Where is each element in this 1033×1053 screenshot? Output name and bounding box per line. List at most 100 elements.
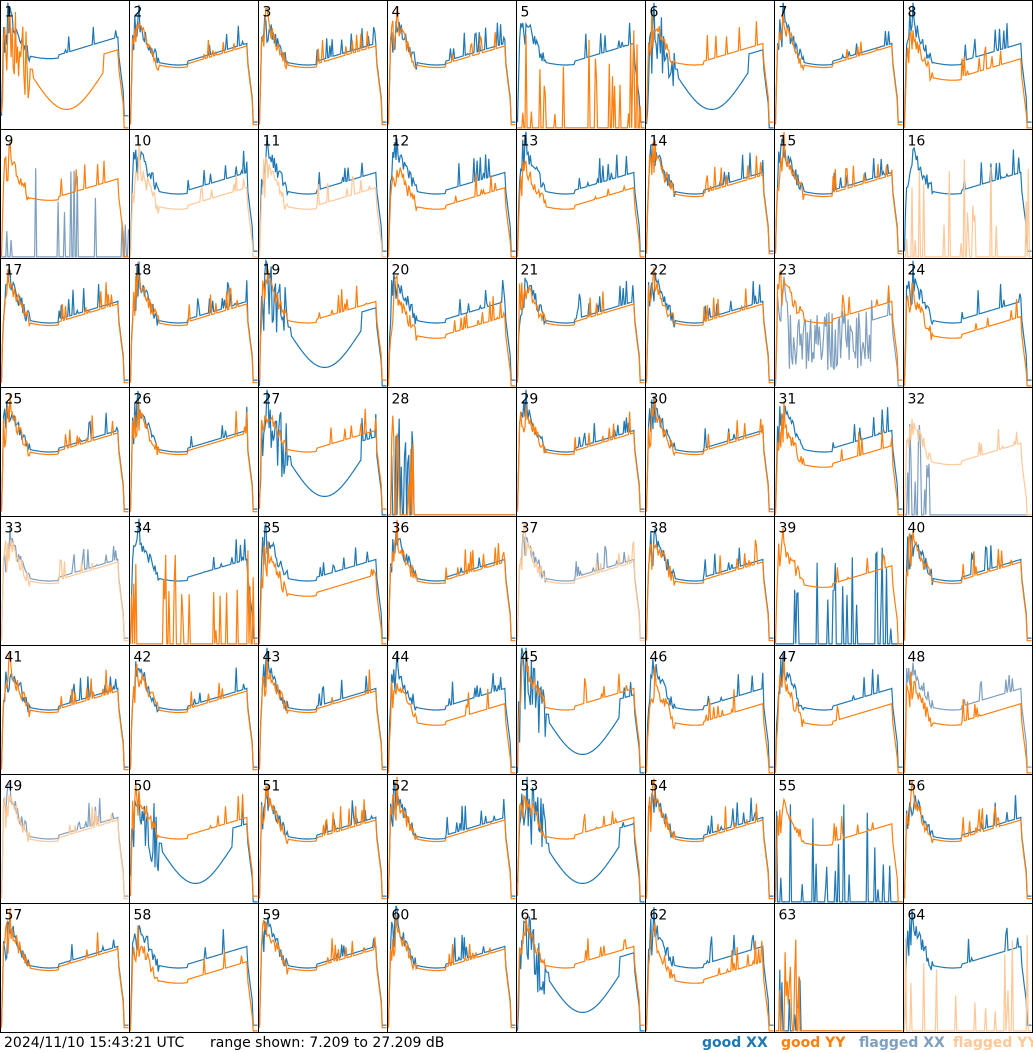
series-xx-57 [0,920,129,1026]
panel-7: 7 [774,0,904,130]
panel-17: 17 [0,258,130,388]
panel-label: 29 [521,392,539,408]
panel-33: 33 [0,516,130,646]
series-xx-16 [903,146,1032,252]
series-xx-31 [774,406,903,510]
series-yy-63 [775,939,903,1032]
panel-frame [645,258,775,388]
panel-frame [774,129,904,259]
panel-label: 2 [134,5,143,21]
series-yy-40 [903,530,1032,642]
panel-frame [774,0,904,130]
panel-frame [387,774,517,904]
panel-label: 56 [908,779,926,795]
panel-label: 27 [263,392,281,408]
series-yy-50 [129,784,258,897]
series-yy-1 [0,11,129,129]
panel-label: 30 [650,392,668,408]
series-yy-44 [387,680,516,774]
series-yy-20 [387,274,516,387]
series-yy-58 [129,925,258,1032]
series-xx-22 [645,272,774,381]
series-yy-15 [774,131,903,255]
panel-36: 36 [387,516,517,646]
panel-label: 24 [908,263,926,279]
series-xx-8 [903,2,1032,123]
series-yy-28 [388,415,516,516]
series-yy-24 [903,282,1032,387]
panel-23: 23 [774,258,904,388]
series-xx-38 [645,528,774,639]
panel-label: 53 [521,779,539,795]
series-yy-64 [903,935,1032,1032]
panel-frame [516,774,646,904]
panel-label: 52 [392,779,410,795]
panel-label: 46 [650,650,668,666]
panel-frame [903,516,1033,646]
panel-label: 5 [521,5,530,21]
panel-frame [387,129,517,259]
series-xx-26 [129,390,258,510]
series-yy-47 [774,657,903,774]
panel-frame [516,387,646,517]
panel-frame [129,0,259,130]
panel-frame [129,129,259,259]
panel-43: 43 [258,645,388,775]
panel-1: 1 [0,0,130,130]
panel-label: 10 [134,134,152,150]
panel-label: 4 [392,5,401,21]
series-yy-7 [774,12,903,126]
panel-6: 6 [645,0,775,130]
panel-label: 14 [650,134,668,150]
panel-4: 4 [387,0,517,130]
series-xx-13 [516,131,645,252]
series-yy-39 [774,528,903,645]
series-xx-39 [775,547,903,645]
series-yy-29 [516,405,645,513]
panel-2: 2 [129,0,259,130]
series-yy-32 [903,418,1032,516]
series-xx-10 [129,149,258,252]
panel-label: 11 [263,134,281,150]
series-yy-23 [774,269,903,381]
series-yy-18 [129,262,258,384]
legend-good-yy: good YY [781,1035,846,1051]
series-xx-34 [129,518,258,639]
panel-frame [387,645,517,775]
panel-56: 56 [903,774,1033,904]
series-xx-47 [774,652,903,768]
panel-frame [387,903,517,1033]
panel-label: 49 [5,779,23,795]
series-xx-44 [387,651,516,768]
panel-label: 41 [5,650,23,666]
series-yy-48 [903,671,1032,774]
series-yy-41 [0,651,129,771]
panel-label: 33 [5,521,23,537]
series-yy-9 [0,141,129,258]
series-yy-60 [387,915,516,1029]
panel-54: 54 [645,774,775,904]
series-yy-46 [645,666,774,774]
panel-label: 44 [392,650,410,666]
panel-label: 15 [779,134,797,150]
series-xx-15 [774,137,903,252]
panel-32: 32 [903,387,1033,517]
panel-frame [0,0,130,130]
panel-label: 13 [521,134,539,150]
panel-40: 40 [903,516,1033,646]
panel-label: 25 [5,392,23,408]
panel-62: 62 [645,903,775,1033]
panel-label: 8 [908,5,917,21]
panel-label: 22 [650,263,668,279]
panel-26: 26 [129,387,259,517]
panel-60: 60 [387,903,517,1033]
series-yy-53 [516,794,645,897]
series-yy-33 [0,539,129,642]
series-xx-9 [1,168,130,258]
panel-58: 58 [129,903,259,1033]
panel-frame [129,645,259,775]
panel-57: 57 [0,903,130,1033]
panel-label: 26 [134,392,152,408]
legend-flagged-yy: flagged YY [953,1035,1033,1051]
panel-frame [645,129,775,259]
